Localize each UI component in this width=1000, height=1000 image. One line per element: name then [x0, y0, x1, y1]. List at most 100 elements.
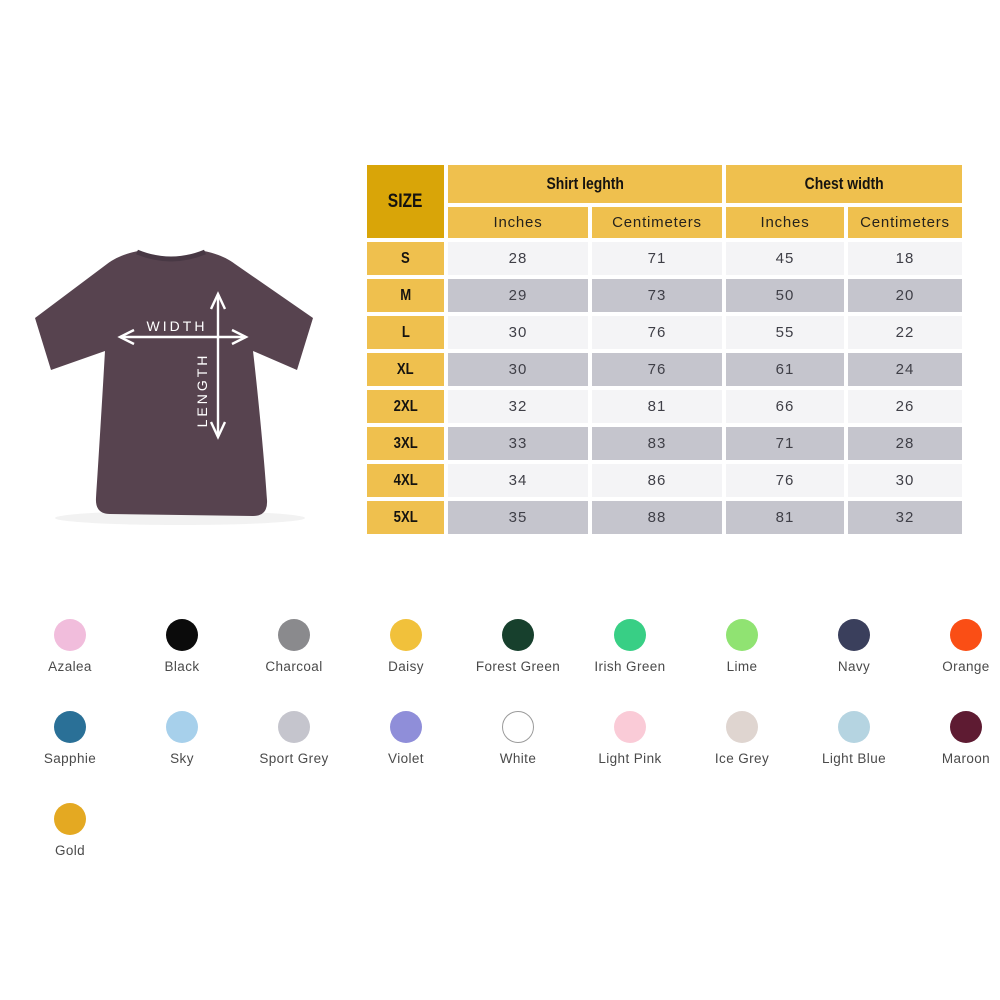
- size-column-header-label: SIZE: [388, 190, 423, 212]
- color-swatch-light-pink: Light Pink: [574, 702, 686, 794]
- table-cell: 33: [448, 427, 588, 460]
- color-swatch-irish-green: Irish Green: [574, 610, 686, 702]
- table-cell: 35: [448, 501, 588, 534]
- table-cell: 24: [848, 353, 962, 386]
- color-dot: [838, 619, 870, 651]
- color-swatch-label: Sport Grey: [259, 751, 329, 766]
- color-dot: [726, 711, 758, 743]
- size-label-text: XL: [397, 360, 414, 378]
- color-swatch-maroon: Maroon: [910, 702, 1000, 794]
- table-cell: 30: [448, 353, 588, 386]
- color-swatch-orange: Orange: [910, 610, 1000, 702]
- color-dot: [614, 619, 646, 651]
- size-row-label: 2XL: [367, 390, 444, 423]
- color-swatch-navy: Navy: [798, 610, 910, 702]
- color-swatch-label: Orange: [942, 659, 990, 674]
- color-swatch-label: Ice Grey: [714, 751, 770, 766]
- table-cell: 81: [592, 390, 722, 423]
- size-row-label: L: [367, 316, 444, 349]
- color-swatch-charcoal: Charcoal: [238, 610, 350, 702]
- length-label: LENGTH: [194, 353, 210, 428]
- table-cell: 34: [448, 464, 588, 497]
- size-label-text: 4XL: [393, 471, 418, 489]
- color-dot: [502, 711, 534, 743]
- color-swatch-label: Gold: [54, 843, 86, 858]
- color-dot: [54, 619, 86, 651]
- table-cell: 32: [848, 501, 962, 534]
- size-label-text: L: [401, 323, 410, 341]
- color-swatch-daisy: Daisy: [350, 610, 462, 702]
- table-cell: 76: [592, 316, 722, 349]
- color-swatch-sapphie: Sapphie: [14, 702, 126, 794]
- table-cell: 71: [592, 242, 722, 275]
- subheader-inches-1: Inches: [448, 207, 588, 238]
- shirt-length-group-label: Shirt leghth: [546, 174, 624, 193]
- table-cell: 29: [448, 279, 588, 312]
- subheader-inches-2: Inches: [726, 207, 844, 238]
- color-swatch-gold: Gold: [14, 794, 126, 886]
- table-cell: 28: [448, 242, 588, 275]
- size-row-label: 4XL: [367, 464, 444, 497]
- table-cell: 55: [726, 316, 844, 349]
- color-swatch-sport-grey: Sport Grey: [238, 702, 350, 794]
- color-swatch-label: Daisy: [388, 659, 424, 674]
- color-swatch-label: Irish Green: [594, 659, 666, 674]
- table-cell: 81: [726, 501, 844, 534]
- color-swatches: Azalea Black Charcoal Daisy Forest Green…: [14, 610, 990, 886]
- tshirt-body: [35, 251, 313, 516]
- shirt-length-group-header: Shirt leghth: [448, 165, 722, 203]
- table-cell: 20: [848, 279, 962, 312]
- color-swatch-label: Forest Green: [475, 659, 561, 674]
- color-swatch-label: Light Blue: [821, 751, 887, 766]
- table-cell: 22: [848, 316, 962, 349]
- color-dot: [54, 711, 86, 743]
- color-swatch-label: Charcoal: [265, 659, 323, 674]
- size-row-label: M: [367, 279, 444, 312]
- table-cell: 66: [726, 390, 844, 423]
- color-swatch-label: Maroon: [941, 751, 991, 766]
- color-swatch-lime: Lime: [686, 610, 798, 702]
- size-row-label: XL: [367, 353, 444, 386]
- color-dot: [166, 619, 198, 651]
- chest-width-group-label: Chest width: [804, 174, 884, 193]
- table-cell: 32: [448, 390, 588, 423]
- size-label-text: 3XL: [393, 434, 418, 452]
- color-dot: [278, 711, 310, 743]
- table-cell: 18: [848, 242, 962, 275]
- size-row-label: 5XL: [367, 501, 444, 534]
- size-row-label: 3XL: [367, 427, 444, 460]
- color-dot: [54, 803, 86, 835]
- tshirt-back-image: WIDTH LENGTH: [35, 249, 313, 525]
- color-dot: [278, 619, 310, 651]
- color-swatch-white: White: [462, 702, 574, 794]
- table-cell: 83: [592, 427, 722, 460]
- color-dot: [726, 619, 758, 651]
- table-cell: 71: [726, 427, 844, 460]
- table-cell: 88: [592, 501, 722, 534]
- table-cell: 76: [592, 353, 722, 386]
- color-swatch-azalea: Azalea: [14, 610, 126, 702]
- table-cell: 30: [448, 316, 588, 349]
- color-dot: [390, 619, 422, 651]
- table-cell: 30: [848, 464, 962, 497]
- color-swatch-label: Sapphie: [43, 751, 97, 766]
- table-cell: 45: [726, 242, 844, 275]
- color-swatch-label: Lime: [726, 659, 758, 674]
- color-swatch-violet: Violet: [350, 702, 462, 794]
- color-dot: [950, 711, 982, 743]
- table-cell: 73: [592, 279, 722, 312]
- color-swatch-black: Black: [126, 610, 238, 702]
- color-swatch-label: Azalea: [48, 659, 92, 674]
- size-label-text: 5XL: [393, 508, 418, 526]
- subheader-centimeters-2: Centimeters: [848, 207, 962, 238]
- table-cell: 76: [726, 464, 844, 497]
- color-swatch-sky: Sky: [126, 702, 238, 794]
- color-swatch-label: Violet: [388, 751, 424, 766]
- color-swatch-label: Navy: [837, 659, 871, 674]
- width-label: WIDTH: [147, 318, 208, 334]
- color-swatch-label: Sky: [170, 751, 194, 766]
- color-swatch-label: Light Pink: [598, 751, 662, 766]
- width-arrow: [117, 328, 249, 346]
- size-label-text: 2XL: [393, 397, 418, 415]
